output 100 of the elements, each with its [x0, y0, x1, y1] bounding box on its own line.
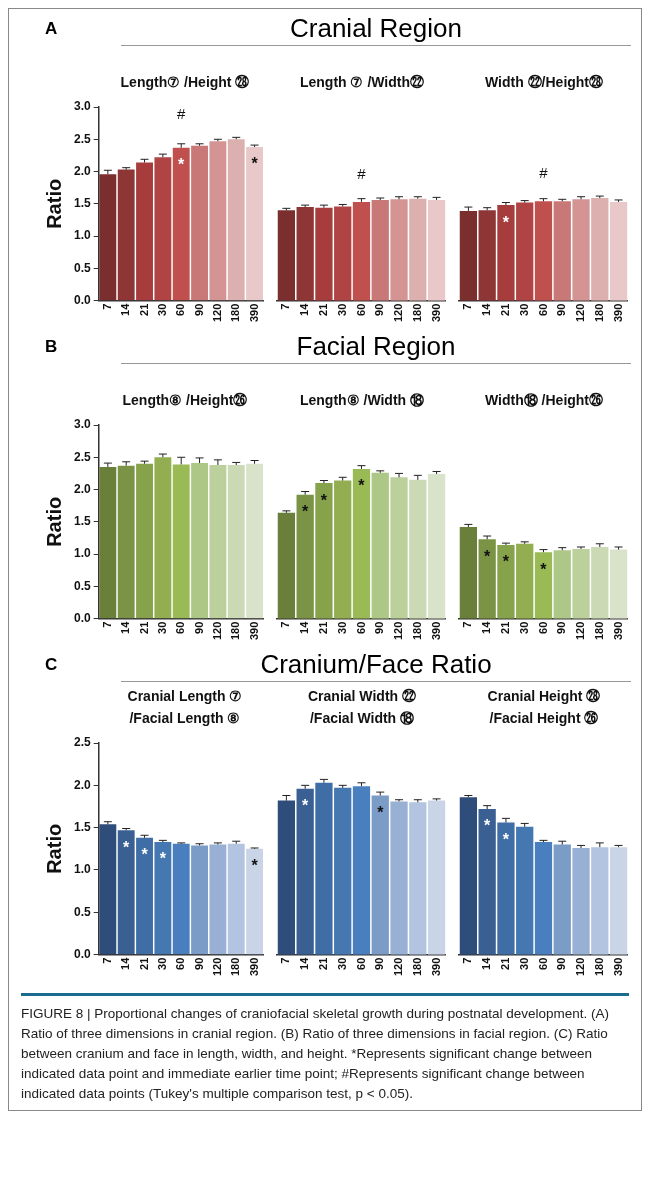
y-tick-label: 2.5: [73, 131, 91, 146]
y-tick-label: 0.0: [73, 610, 91, 625]
x-tick-label: 7: [461, 621, 474, 628]
bar: [478, 210, 496, 301]
x-tick-label: 30: [517, 621, 530, 634]
bar: [427, 800, 446, 955]
chart-subtitle: Length ⑦ /Width㉒: [298, 73, 426, 92]
x-tick-label: 180: [410, 621, 423, 641]
x-tick-label: 60: [536, 957, 549, 970]
x-tick-label: 90: [373, 957, 386, 970]
x-tick-label: 180: [592, 303, 605, 323]
chart-subtitle: Cranial Length ⑦ /Facial Length ⑧: [126, 687, 244, 728]
x-tick-label: 30: [517, 957, 530, 970]
y-tick-label: 2.0: [73, 163, 91, 178]
text: C: [45, 655, 58, 675]
x-tick-label: 390: [247, 621, 260, 641]
annotation: *: [302, 503, 310, 521]
annotation: *: [502, 830, 510, 848]
x-tick-label: 180: [229, 957, 242, 977]
x-tick-label: 14: [119, 620, 132, 634]
annotation: *: [502, 553, 510, 571]
bar: [277, 800, 296, 955]
x-tick-label: 60: [174, 621, 187, 634]
x-tick-label: 21: [316, 303, 329, 316]
x-tick-label: 14: [480, 302, 493, 316]
bar: [172, 147, 190, 301]
chart-subtitle: Length⑦ /Height ㉘: [119, 73, 251, 92]
x-tick-label: 7: [279, 621, 292, 628]
x-tick-label: 30: [155, 303, 168, 316]
bar: [478, 539, 496, 619]
x-tick-label: 7: [279, 957, 292, 964]
bar: [591, 847, 609, 955]
x-tick-label: 180: [229, 621, 242, 641]
x-tick-label: 60: [354, 621, 367, 634]
y-tick-label: 1.0: [73, 546, 91, 561]
x-tick-label: 90: [555, 957, 568, 970]
x-tick-label: 14: [480, 956, 493, 970]
x-tick-label: 390: [611, 621, 624, 641]
y-tick-label: 0.5: [73, 260, 91, 275]
bar: [191, 145, 208, 301]
x-tick-label: 90: [555, 621, 568, 634]
bar: [172, 843, 190, 955]
x-tick-label: 120: [574, 621, 587, 641]
x-tick-label: 21: [137, 957, 150, 970]
x-tick-label: 390: [611, 957, 624, 977]
annotation: *: [302, 797, 310, 815]
text: B: [45, 337, 58, 357]
x-tick-label: 120: [210, 303, 223, 323]
x-tick-label: 60: [354, 957, 367, 970]
annotation: #: [177, 105, 187, 123]
x-tick-label: 21: [316, 621, 329, 634]
annotation: *: [141, 846, 149, 864]
bar: [459, 526, 478, 619]
chart-subtitle: Width ㉒/Height㉘: [483, 73, 605, 92]
bar: [191, 845, 208, 955]
bar: [246, 848, 264, 955]
x-tick-label: 180: [592, 621, 605, 641]
bar: [459, 210, 478, 301]
x-tick-label: 390: [611, 303, 624, 323]
bar: [209, 844, 227, 955]
annotation: *: [159, 850, 167, 868]
x-tick-label: 14: [298, 302, 311, 316]
x-tick-label: 390: [429, 621, 442, 641]
x-tick-label: 7: [279, 303, 292, 310]
y-tick-label: 0.0: [73, 946, 91, 961]
bar: [534, 842, 553, 955]
annotation: #: [357, 164, 367, 182]
annotation: *: [377, 803, 385, 821]
x-tick-label: 7: [100, 957, 113, 964]
annotation: *: [123, 838, 131, 856]
bar: [534, 201, 553, 301]
chart-subtitle: Length⑧ /Height㉖: [121, 391, 249, 410]
bar: [371, 472, 389, 619]
x-tick-label: 90: [555, 303, 568, 316]
y-tick-label: 2.5: [73, 735, 91, 750]
x-tick-label: 90: [192, 303, 205, 316]
annotation: #: [539, 164, 549, 182]
x-tick-label: 30: [155, 621, 168, 634]
bar: [227, 139, 245, 301]
x-tick-label: 90: [373, 621, 386, 634]
bar: [409, 802, 427, 955]
x-tick-label: 120: [574, 957, 587, 977]
bar: [117, 169, 135, 301]
x-tick-label: 14: [119, 956, 132, 970]
bar: [553, 201, 571, 301]
y-axis-title: Ratio: [42, 823, 65, 874]
x-tick-label: 30: [155, 957, 168, 970]
bar: [459, 797, 478, 955]
bar: [609, 201, 628, 301]
x-tick-label: 21: [498, 303, 511, 316]
annotation: *: [320, 491, 328, 509]
x-tick-label: 30: [517, 303, 530, 316]
y-tick-label: 1.0: [73, 228, 91, 243]
x-tick-label: 7: [100, 621, 113, 628]
bar: [609, 847, 628, 955]
bar: [572, 199, 590, 301]
y-axis-title: Ratio: [42, 496, 65, 547]
bar: [591, 547, 609, 619]
x-tick-label: 21: [137, 303, 150, 316]
bar: [117, 830, 135, 955]
